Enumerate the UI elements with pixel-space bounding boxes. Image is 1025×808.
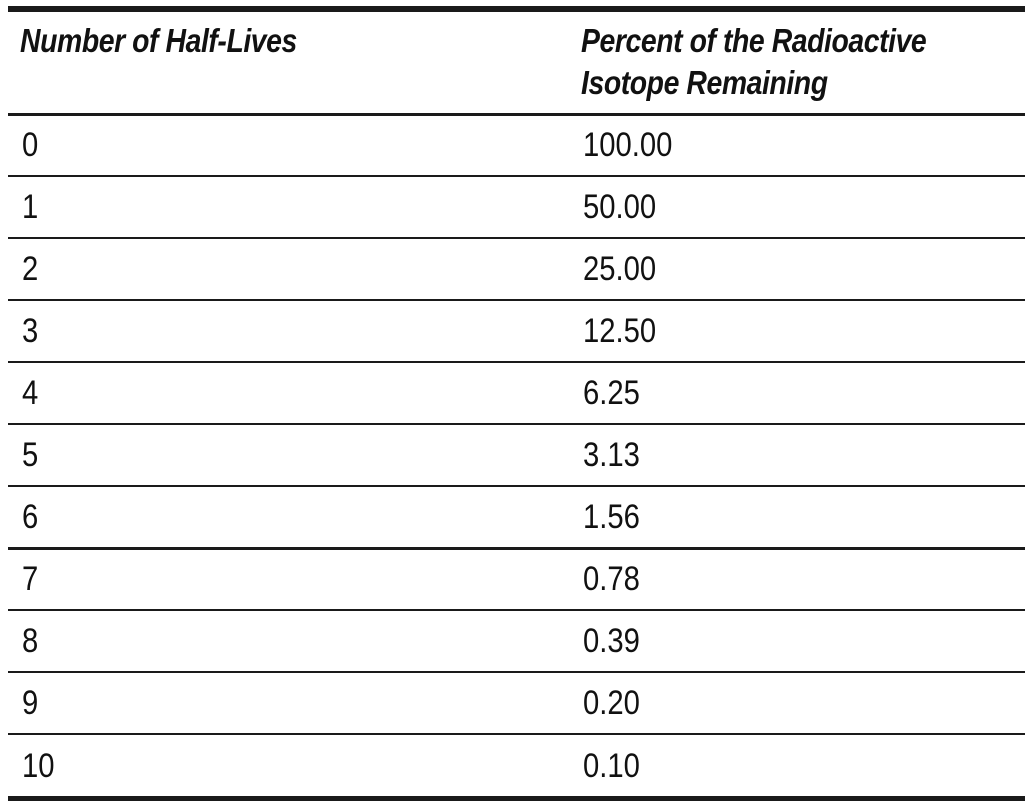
table-row: 5 3.13 xyxy=(8,424,1025,486)
table-top-rule xyxy=(8,6,1025,12)
table-header: Number of Half-Lives Percent of the Radi… xyxy=(8,6,1025,114)
table-row: 9 0.20 xyxy=(8,672,1025,734)
table-row: 4 6.25 xyxy=(8,362,1025,424)
half-lives-cell: 4 xyxy=(8,362,569,424)
percent-cell: 12.50 xyxy=(569,300,1025,362)
column-header-percent-line-1: Percent of the Radioactive xyxy=(581,22,927,59)
percent-cell: 0.78 xyxy=(569,548,1025,610)
percent-value: 0.78 xyxy=(583,560,640,599)
table-row: 3 12.50 xyxy=(8,300,1025,362)
half-lives-value: 0 xyxy=(22,126,39,165)
half-life-table-container: Number of Half-Lives Percent of the Radi… xyxy=(8,6,1025,801)
half-lives-value: 7 xyxy=(22,560,39,599)
half-lives-cell: 7 xyxy=(8,548,569,610)
table-row: 6 1.56 xyxy=(8,486,1025,548)
half-lives-value: 4 xyxy=(22,374,39,412)
percent-cell: 6.25 xyxy=(569,362,1025,424)
column-header-half-lives: Number of Half-Lives xyxy=(20,22,297,59)
half-lives-value: 1 xyxy=(22,188,39,226)
half-lives-value: 8 xyxy=(22,622,39,660)
percent-value: 0.20 xyxy=(583,684,640,722)
percent-cell: 50.00 xyxy=(569,176,1025,238)
percent-cell: 0.20 xyxy=(569,672,1025,734)
percent-value: 0.39 xyxy=(583,622,640,660)
percent-value: 50.00 xyxy=(583,188,657,226)
percent-cell: 25.00 xyxy=(569,238,1025,300)
half-lives-cell: 5 xyxy=(8,424,569,486)
half-lives-cell: 0 xyxy=(8,114,569,176)
half-lives-cell: 6 xyxy=(8,486,569,548)
column-header-percent-remaining: Percent of the Radioactive Isotope Remai… xyxy=(569,6,961,114)
table-row: 1 50.00 xyxy=(8,176,1025,238)
table-bottom-rule xyxy=(8,796,1025,801)
percent-value: 1.56 xyxy=(583,497,640,536)
percent-cell: 3.13 xyxy=(569,424,1025,486)
table-row: 2 25.00 xyxy=(8,238,1025,300)
percent-value: 6.25 xyxy=(583,374,640,412)
percent-cell: 0.10 xyxy=(569,734,1025,796)
half-life-table: Number of Half-Lives Percent of the Radi… xyxy=(8,6,1025,796)
half-lives-value: 10 xyxy=(22,746,55,785)
percent-value: 100.00 xyxy=(583,126,673,165)
half-lives-value: 5 xyxy=(22,436,39,474)
percent-cell: 1.56 xyxy=(569,486,1025,548)
half-lives-cell: 8 xyxy=(8,610,569,672)
half-lives-value: 9 xyxy=(22,684,39,722)
percent-cell: 0.39 xyxy=(569,610,1025,672)
percent-value: 12.50 xyxy=(583,312,657,350)
half-lives-value: 3 xyxy=(22,312,39,350)
half-lives-cell: 3 xyxy=(8,300,569,362)
half-lives-cell: 1 xyxy=(8,176,569,238)
half-lives-value: 6 xyxy=(22,497,39,536)
table-row: 7 0.78 xyxy=(8,548,1025,610)
percent-value: 25.00 xyxy=(583,250,657,288)
percent-cell: 100.00 xyxy=(569,114,1025,176)
table-row: 8 0.39 xyxy=(8,610,1025,672)
half-lives-cell: 10 xyxy=(8,734,569,796)
table-row: 10 0.10 xyxy=(8,734,1025,796)
table-body: 0 100.00 1 50.00 2 25.00 3 12.50 4 6.25 … xyxy=(8,114,1025,796)
percent-value: 0.10 xyxy=(583,746,640,785)
percent-value: 3.13 xyxy=(583,436,640,474)
half-lives-cell: 2 xyxy=(8,238,569,300)
half-lives-value: 2 xyxy=(22,250,39,288)
half-lives-cell: 9 xyxy=(8,672,569,734)
table-header-row: Number of Half-Lives Percent of the Radi… xyxy=(8,6,1025,114)
column-header-percent-line-2: Isotope Remaining xyxy=(581,64,828,101)
table-row: 0 100.00 xyxy=(8,114,1025,176)
